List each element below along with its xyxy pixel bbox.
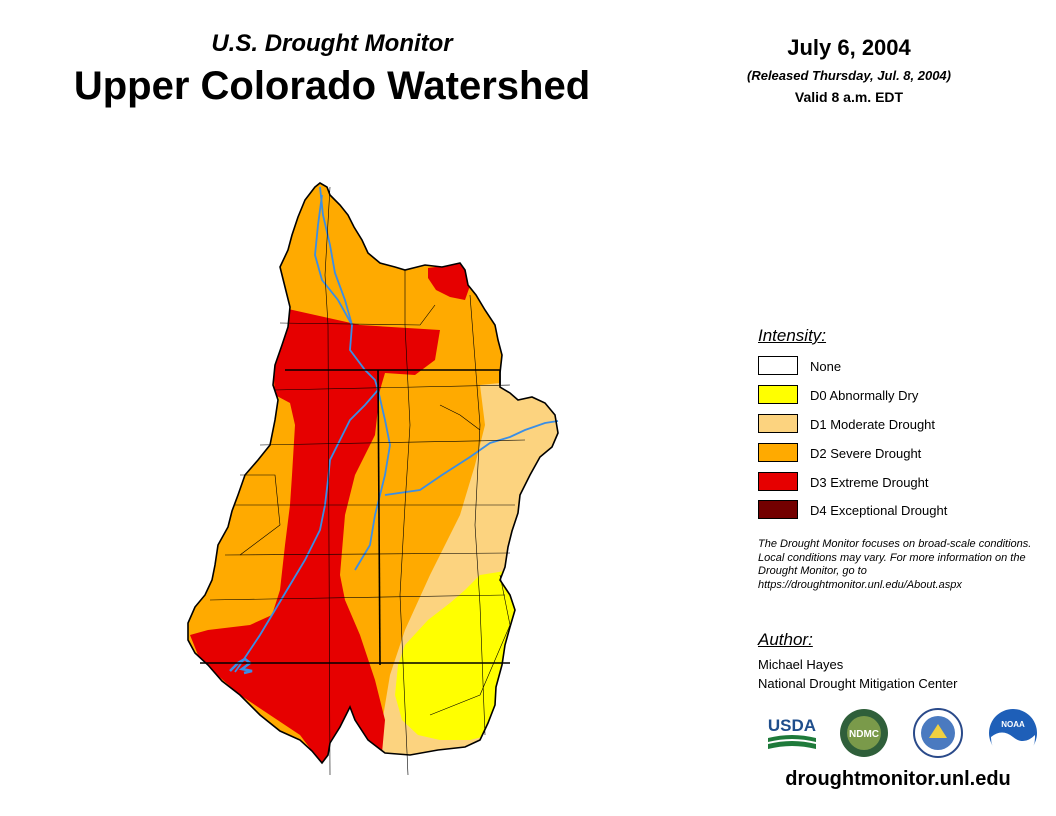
san-juan-river	[354, 389, 391, 571]
legend-label-d1: D1 Moderate Drought	[810, 417, 936, 432]
legend-label-d4: D4 Exceptional Drought	[810, 503, 948, 518]
usda-logo: USDA	[768, 716, 816, 749]
colorado-river	[234, 186, 380, 673]
author-heading: Author:	[758, 630, 813, 649]
usda-logo-text: USDA	[768, 716, 816, 735]
drought-map	[187, 182, 559, 775]
ndmc-logo: NDMC	[840, 709, 888, 757]
map-date: July 6, 2004	[787, 35, 911, 60]
legend-swatch-d1	[758, 414, 798, 433]
commerce-seal-logo	[913, 708, 963, 758]
ndmc-logo-text: NDMC	[849, 729, 879, 740]
commerce-seal-shield	[929, 724, 947, 738]
d3-extreme-drought-ne	[428, 263, 472, 300]
disclaimer-note: The Drought Monitor focuses on broad-sca…	[758, 538, 1032, 591]
legend-swatch-d0	[758, 385, 798, 404]
legend-swatch-none	[758, 356, 798, 375]
usda-logo-wave	[768, 735, 816, 742]
author-org: National Drought Mitigation Center	[758, 676, 958, 691]
noaa-logo-bird	[991, 732, 1035, 758]
website-link[interactable]: droughtmonitor.unl.edu	[785, 768, 1011, 790]
noaa-logo: NOAA	[989, 709, 1037, 758]
gunnison-river	[384, 420, 559, 496]
legend-label-d3: D3 Extreme Drought	[810, 475, 929, 490]
legend-label-d0: D0 Abnormally Dry	[810, 388, 919, 403]
usda-logo-wave-2	[768, 741, 816, 749]
map-title: Upper Colorado Watershed	[73, 64, 591, 108]
valid-time: Valid 8 a.m. EDT	[794, 89, 904, 105]
legend-swatch-d3	[758, 472, 798, 491]
legend-label-d2: D2 Severe Drought	[810, 446, 922, 461]
legend-swatch-d2	[758, 443, 798, 462]
ndmc-logo-inner	[847, 716, 881, 750]
legend-label-none: None	[810, 359, 842, 374]
noaa-logo-text: NOAA	[1001, 720, 1025, 729]
author-name: Michael Hayes	[758, 657, 844, 672]
legend-heading: Intensity:	[758, 326, 827, 345]
release-date: (Released Thursday, Jul. 8, 2004)	[747, 68, 951, 83]
county-lines	[209, 186, 526, 775]
map-subtitle: U.S. Drought Monitor	[211, 30, 453, 57]
green-river-branch	[314, 194, 353, 326]
legend-swatch-d4	[758, 500, 798, 519]
